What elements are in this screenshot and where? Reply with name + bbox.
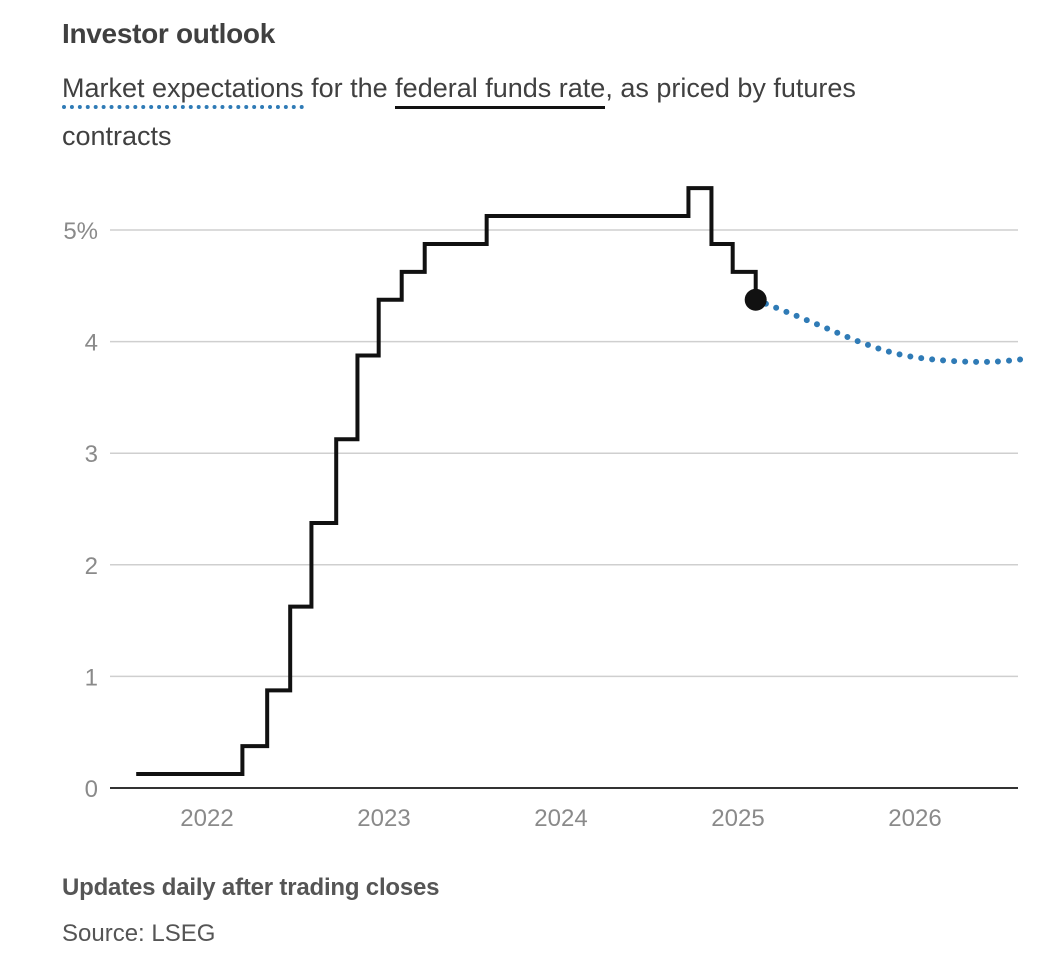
chart-subtitle: Market expectations for the federal fund… — [62, 64, 962, 160]
y-tick-label: 3 — [85, 441, 98, 468]
x-tick-label: 2025 — [711, 805, 764, 832]
x-tick-label: 2026 — [888, 805, 941, 832]
x-tick-label: 2024 — [534, 805, 587, 832]
legend-market-expectations: Market expectations — [62, 73, 304, 109]
y-tick-label: 0 — [85, 776, 98, 803]
market-expectations-line — [752, 296, 1025, 365]
rate-chart: 0 1 2 3 4 5% 2022 2023 2024 2025 2026 — [63, 186, 1025, 832]
source-note: Source: LSEG — [62, 920, 216, 947]
subtitle-text-1: for the — [303, 73, 396, 103]
y-tick-label: 5% — [63, 218, 98, 245]
update-note: Updates daily after trading closes — [62, 874, 440, 901]
legend-federal-funds-rate: federal funds rate — [395, 73, 606, 109]
y-tick-label: 1 — [85, 664, 98, 691]
y-tick-label: 2 — [85, 553, 98, 580]
x-tick-label: 2022 — [180, 805, 233, 832]
fed-funds-rate-line — [136, 186, 758, 777]
latest-rate-marker — [744, 288, 767, 311]
subtitle-text-2: , as priced by futures contracts — [62, 73, 856, 151]
chart-title: Investor outlook — [62, 18, 275, 49]
x-tick-label: 2023 — [357, 805, 410, 832]
y-tick-label: 4 — [85, 330, 98, 357]
